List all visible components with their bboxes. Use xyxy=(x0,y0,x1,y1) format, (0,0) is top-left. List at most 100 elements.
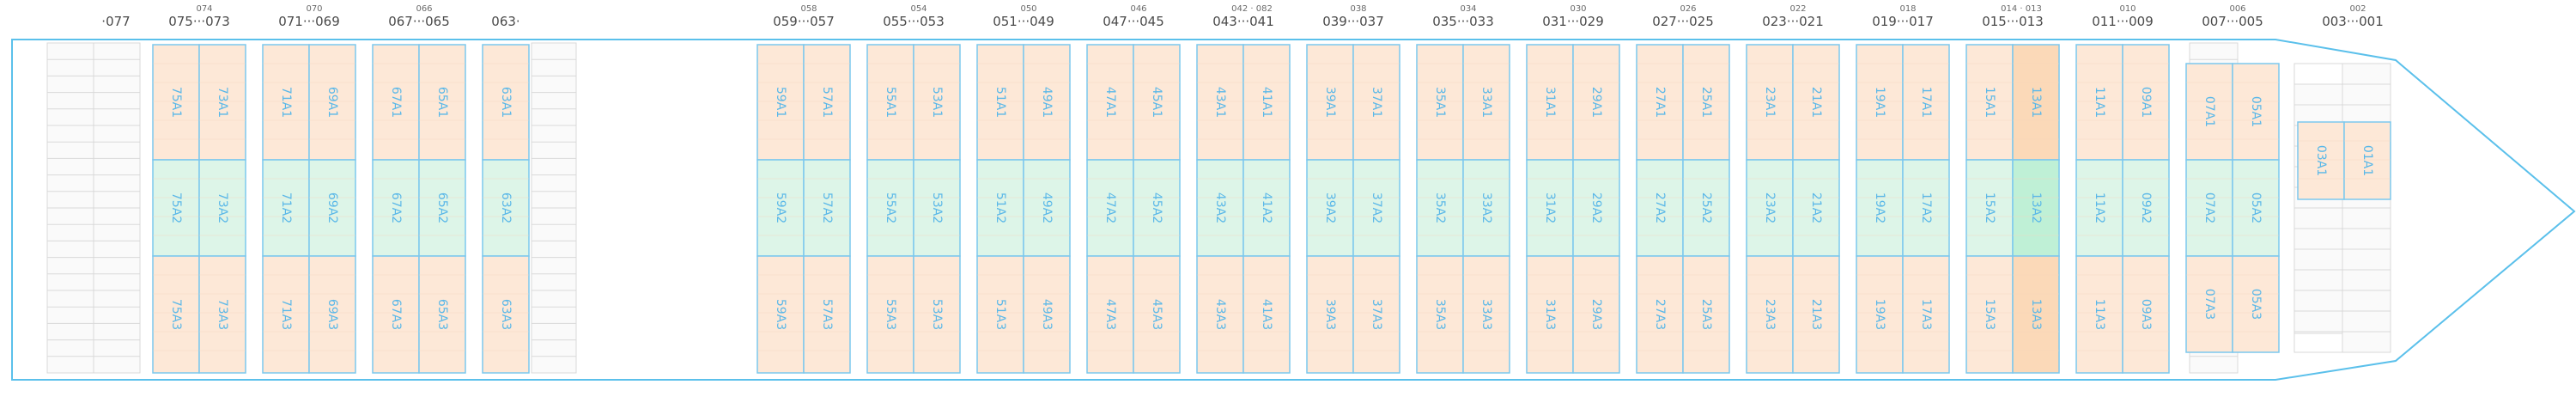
slot-23A3[interactable]: 23A3 xyxy=(1746,255,1794,374)
slot-07A3[interactable]: 07A3 xyxy=(2185,255,2233,353)
bay-067[interactable]: 67A1 67A2 67A3 65A1 65A2 65A3 xyxy=(372,44,466,374)
slot-71A1[interactable]: 71A1 xyxy=(262,44,310,161)
slot-53A2[interactable]: 53A2 xyxy=(913,159,961,257)
bay-031[interactable]: 31A1 31A2 31A3 29A1 29A2 29A3 xyxy=(1526,44,1620,374)
slot-13A2[interactable]: 13A2 xyxy=(2012,159,2060,257)
slot-17A1[interactable]: 17A1 xyxy=(1902,44,1950,161)
slot-15A3[interactable]: 15A3 xyxy=(1965,255,2014,374)
slot-69A1[interactable]: 69A1 xyxy=(308,44,356,161)
slot-09A1[interactable]: 09A1 xyxy=(2122,44,2170,161)
slot-69A3[interactable]: 69A3 xyxy=(308,255,356,374)
slot-05A2[interactable]: 05A2 xyxy=(2232,159,2280,257)
slot-05A3[interactable]: 05A3 xyxy=(2232,255,2280,353)
slot-33A1[interactable]: 33A1 xyxy=(1462,44,1510,161)
slot-05A1[interactable]: 05A1 xyxy=(2232,63,2280,161)
slot-29A3[interactable]: 29A3 xyxy=(1572,255,1620,374)
slot-09A2[interactable]: 09A2 xyxy=(2122,159,2170,257)
slot-11A3[interactable]: 11A3 xyxy=(2075,255,2123,374)
bay-059[interactable]: 59A1 59A2 59A3 57A1 57A2 57A3 xyxy=(756,44,851,374)
slot-01A1[interactable]: 01A1 xyxy=(2343,121,2391,200)
slot-15A2[interactable]: 15A2 xyxy=(1965,159,2014,257)
slot-09A3[interactable]: 09A3 xyxy=(2122,255,2170,374)
slot-41A1[interactable]: 41A1 xyxy=(1242,44,1291,161)
slot-51A3[interactable]: 51A3 xyxy=(976,255,1024,374)
slot-11A2[interactable]: 11A2 xyxy=(2075,159,2123,257)
slot-31A2[interactable]: 31A2 xyxy=(1526,159,1574,257)
slot-75A2[interactable]: 75A2 xyxy=(152,159,200,257)
bay-blocks[interactable]: 75A1 75A2 75A3 73A1 73A2 73A3 71A1 71A2 71A3 69A1… xyxy=(152,44,2391,374)
slot-49A3[interactable]: 49A3 xyxy=(1023,255,1071,374)
slot-27A1[interactable]: 27A1 xyxy=(1636,44,1684,161)
slot-73A1[interactable]: 73A1 xyxy=(198,44,246,161)
bay-039[interactable]: 39A1 39A2 39A3 37A1 37A2 37A3 xyxy=(1306,44,1400,374)
slot-65A3[interactable]: 65A3 xyxy=(418,255,466,374)
slot-23A1[interactable]: 23A1 xyxy=(1746,44,1794,161)
slot-33A2[interactable]: 33A2 xyxy=(1462,159,1510,257)
bay-035[interactable]: 35A1 35A2 35A3 33A1 33A2 33A3 xyxy=(1416,44,1510,374)
slot-07A2[interactable]: 07A2 xyxy=(2185,159,2233,257)
bay-007[interactable]: 07A1 07A2 07A3 05A1 05A2 05A3 xyxy=(2185,63,2280,353)
bay-047[interactable]: 47A1 47A2 47A3 45A1 45A2 45A3 xyxy=(1086,44,1181,374)
slot-59A2[interactable]: 59A2 xyxy=(756,159,805,257)
slot-13A3[interactable]: 13A3 xyxy=(2012,255,2060,374)
slot-39A3[interactable]: 39A3 xyxy=(1306,255,1354,374)
slot-45A1[interactable]: 45A1 xyxy=(1133,44,1181,161)
bay-019[interactable]: 19A1 19A2 19A3 17A1 17A2 17A3 xyxy=(1856,44,1950,374)
slot-45A3[interactable]: 45A3 xyxy=(1133,255,1181,374)
slot-75A3[interactable]: 75A3 xyxy=(152,255,200,374)
slot-25A1[interactable]: 25A1 xyxy=(1682,44,1730,161)
slot-25A2[interactable]: 25A2 xyxy=(1682,159,1730,257)
slot-43A2[interactable]: 43A2 xyxy=(1196,159,1244,257)
slot-69A2[interactable]: 69A2 xyxy=(308,159,356,257)
slot-45A2[interactable]: 45A2 xyxy=(1133,159,1181,257)
slot-07A1[interactable]: 07A1 xyxy=(2185,63,2233,161)
slot-37A3[interactable]: 37A3 xyxy=(1352,255,1400,374)
slot-55A1[interactable]: 55A1 xyxy=(866,44,914,161)
slot-63A2[interactable]: 63A2 xyxy=(482,159,530,257)
slot-15A1[interactable]: 15A1 xyxy=(1965,44,2014,161)
bay-015[interactable]: 15A1 15A2 15A3 13A1 13A2 13A3 xyxy=(1965,44,2060,374)
slot-31A3[interactable]: 31A3 xyxy=(1526,255,1574,374)
slot-03A1[interactable]: 03A1 xyxy=(2297,121,2345,200)
slot-21A1[interactable]: 21A1 xyxy=(1792,44,1840,161)
slot-23A2[interactable]: 23A2 xyxy=(1746,159,1794,257)
bay-071[interactable]: 71A1 71A2 71A3 69A1 69A2 69A3 xyxy=(262,44,356,374)
slot-13A1[interactable]: 13A1 xyxy=(2012,44,2060,161)
slot-37A1[interactable]: 37A1 xyxy=(1352,44,1400,161)
slot-21A3[interactable]: 21A3 xyxy=(1792,255,1840,374)
slot-59A3[interactable]: 59A3 xyxy=(756,255,805,374)
slot-17A2[interactable]: 17A2 xyxy=(1902,159,1950,257)
slot-39A2[interactable]: 39A2 xyxy=(1306,159,1354,257)
slot-67A3[interactable]: 67A3 xyxy=(372,255,420,374)
slot-55A3[interactable]: 55A3 xyxy=(866,255,914,374)
bay-023[interactable]: 23A1 23A2 23A3 21A1 21A2 21A3 xyxy=(1746,44,1840,374)
slot-43A1[interactable]: 43A1 xyxy=(1196,44,1244,161)
bay-075[interactable]: 75A1 75A2 75A3 73A1 73A2 73A3 xyxy=(152,44,246,374)
slot-51A2[interactable]: 51A2 xyxy=(976,159,1024,257)
slot-57A2[interactable]: 57A2 xyxy=(803,159,851,257)
bay-051[interactable]: 51A1 51A2 51A3 49A1 49A2 49A3 xyxy=(976,44,1071,374)
slot-29A1[interactable]: 29A1 xyxy=(1572,44,1620,161)
slot-35A2[interactable]: 35A2 xyxy=(1416,159,1464,257)
bay-027[interactable]: 27A1 27A2 27A3 25A1 25A2 25A3 xyxy=(1636,44,1730,374)
slot-19A1[interactable]: 19A1 xyxy=(1856,44,1904,161)
slot-19A3[interactable]: 19A3 xyxy=(1856,255,1904,374)
slot-11A1[interactable]: 11A1 xyxy=(2075,44,2123,161)
slot-27A2[interactable]: 27A2 xyxy=(1636,159,1684,257)
slot-29A2[interactable]: 29A2 xyxy=(1572,159,1620,257)
slot-27A3[interactable]: 27A3 xyxy=(1636,255,1684,374)
slot-57A1[interactable]: 57A1 xyxy=(803,44,851,161)
slot-71A2[interactable]: 71A2 xyxy=(262,159,310,257)
slot-57A3[interactable]: 57A3 xyxy=(803,255,851,374)
slot-35A3[interactable]: 35A3 xyxy=(1416,255,1464,374)
slot-43A3[interactable]: 43A3 xyxy=(1196,255,1244,374)
slot-55A2[interactable]: 55A2 xyxy=(866,159,914,257)
bay-011[interactable]: 11A1 11A2 11A3 09A1 09A2 09A3 xyxy=(2075,44,2170,374)
slot-67A2[interactable]: 67A2 xyxy=(372,159,420,257)
slot-53A1[interactable]: 53A1 xyxy=(913,44,961,161)
slot-37A2[interactable]: 37A2 xyxy=(1352,159,1400,257)
slot-25A3[interactable]: 25A3 xyxy=(1682,255,1730,374)
slot-41A2[interactable]: 41A2 xyxy=(1242,159,1291,257)
slot-67A1[interactable]: 67A1 xyxy=(372,44,420,161)
slot-47A3[interactable]: 47A3 xyxy=(1086,255,1134,374)
